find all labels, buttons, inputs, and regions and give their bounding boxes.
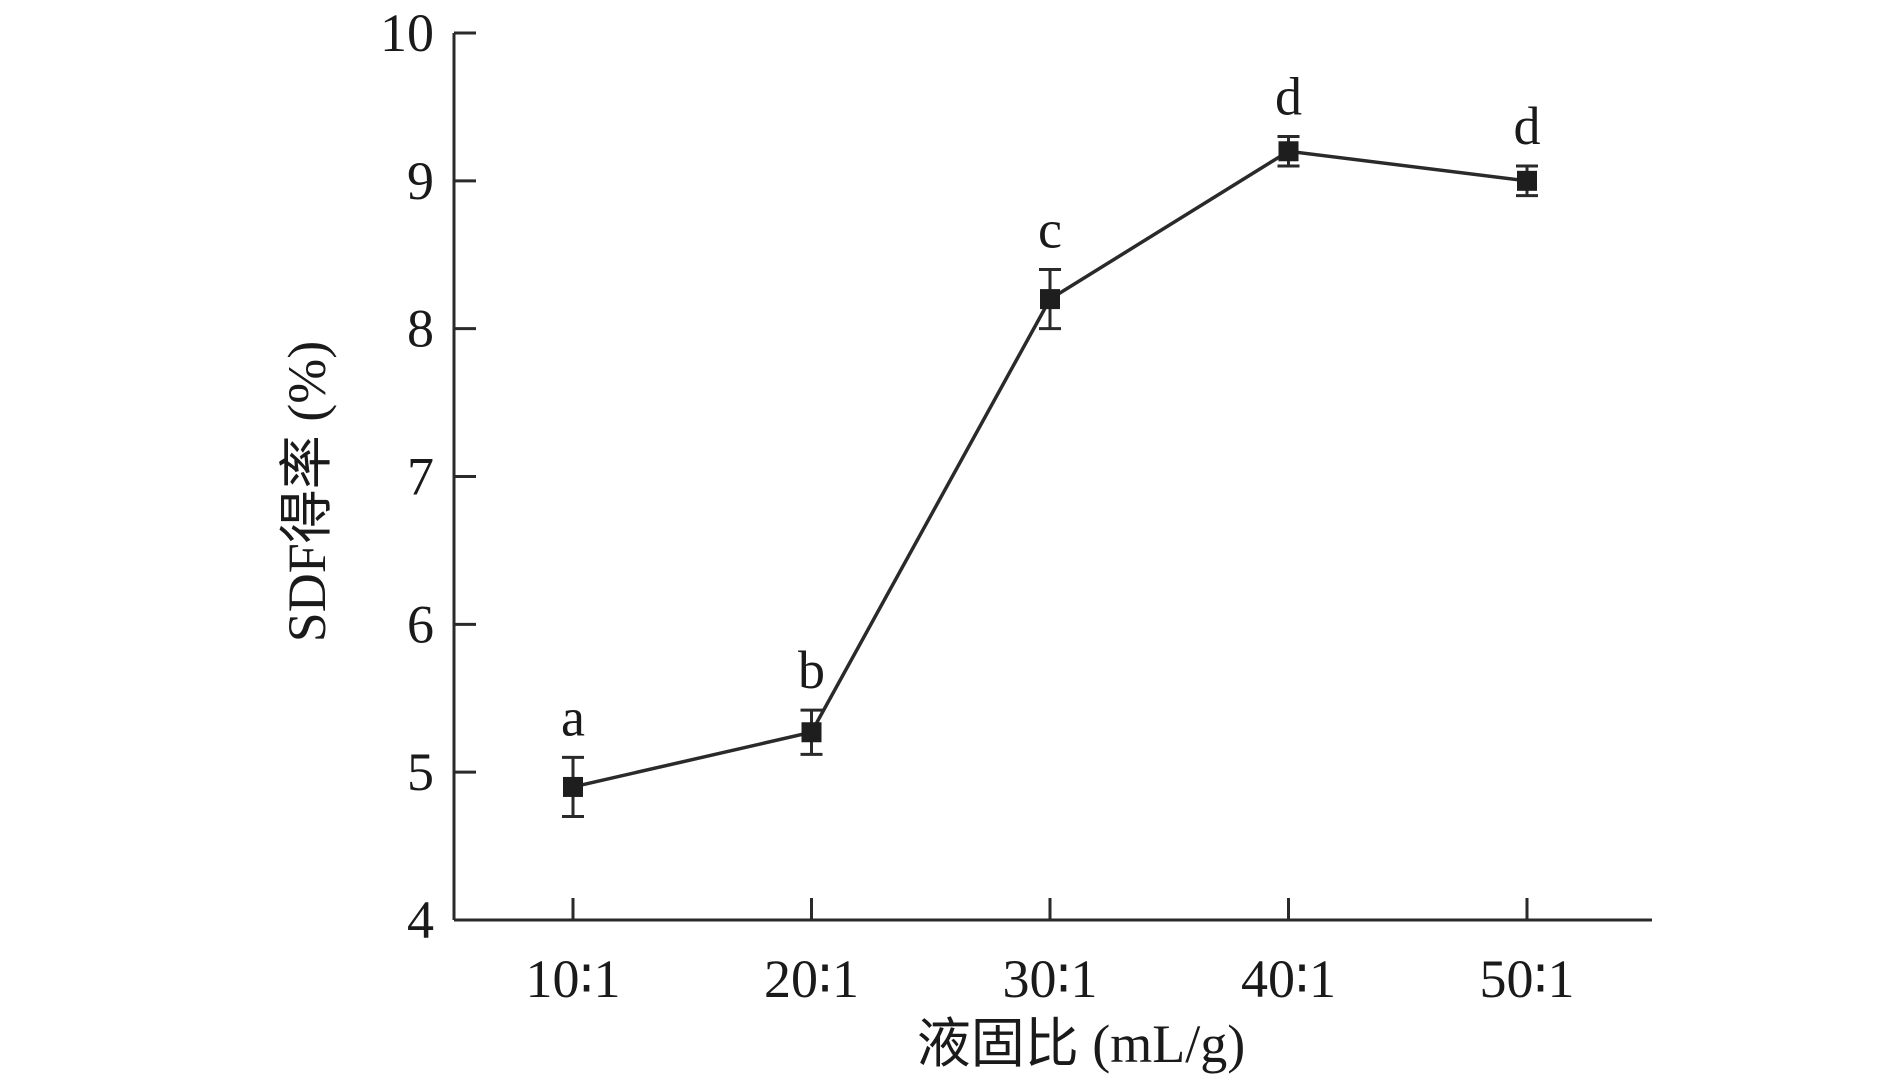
x-tick-label: 50∶1	[1479, 949, 1574, 1009]
y-axis-label: SDF得率 (%)	[277, 341, 337, 643]
data-point	[563, 776, 583, 797]
x-ticks: 10∶1 20∶1 30∶1 40∶1 50∶1	[525, 898, 1575, 1009]
axes	[452, 33, 1652, 922]
data-point	[1040, 289, 1060, 310]
data-point	[801, 722, 822, 743]
y-tick-label: 6	[407, 594, 434, 654]
data-point	[1517, 170, 1537, 191]
y-tick-label: 8	[407, 299, 434, 359]
significance-label: a	[561, 687, 585, 747]
significance-label: b	[798, 640, 825, 700]
x-tick-label: 10∶1	[525, 949, 620, 1009]
significance-label: d	[1514, 96, 1541, 156]
significance-label: c	[1038, 200, 1062, 260]
series-layer: a b c d d	[561, 66, 1541, 819]
x-tick-label: 30∶1	[1002, 949, 1097, 1009]
significance-label: d	[1275, 66, 1302, 126]
y-tick-label: 7	[407, 447, 434, 507]
y-tick-label: 4	[407, 890, 434, 950]
x-axis-label: 液固比 (mL/g)	[917, 1014, 1245, 1074]
y-tick-label: 10	[380, 3, 434, 63]
y-tick-label: 5	[407, 742, 434, 802]
x-tick-label: 40∶1	[1241, 949, 1336, 1009]
y-ticks: 4 5 6 7 8 9 10	[380, 3, 476, 950]
data-point	[1278, 141, 1299, 162]
x-tick-label: 20∶1	[764, 949, 859, 1009]
y-tick-label: 9	[407, 151, 434, 211]
